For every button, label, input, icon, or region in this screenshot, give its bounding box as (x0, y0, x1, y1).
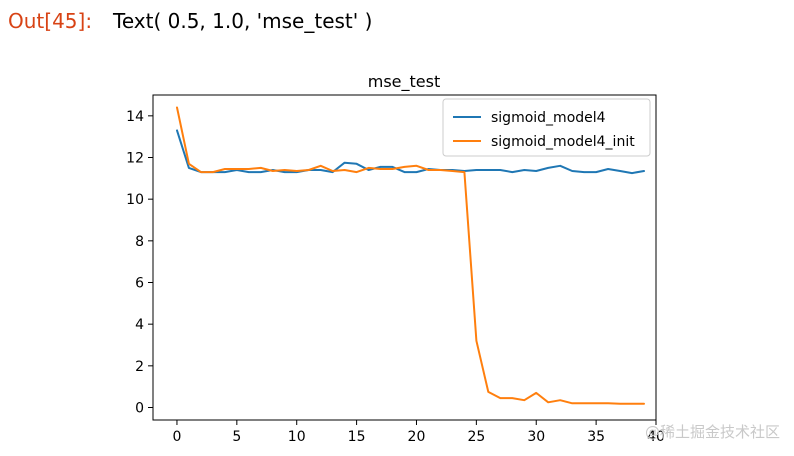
y-tick-label: 14 (126, 109, 144, 125)
legend-box (442, 98, 651, 157)
x-tick-label: 40 (647, 429, 665, 445)
y-tick-label: 12 (126, 151, 144, 167)
legend-label-1: sigmoid_model4_init (491, 134, 635, 150)
y-tick-label: 6 (135, 276, 144, 292)
y-tick-label: 0 (135, 401, 144, 417)
y-tick-label: 2 (135, 359, 144, 375)
x-tick-label: 20 (408, 429, 426, 445)
y-tick-label: 10 (126, 192, 144, 208)
output-cell: Out[45]: Text( 0.5, 1.0, 'mse_test' ) (8, 6, 372, 36)
output-prompt: Out[45]: (8, 9, 93, 33)
watermark: @稀土掘金技术社区 (644, 423, 780, 441)
axes-frame (152, 94, 657, 421)
legend-label-0: sigmoid_model4 (491, 110, 606, 126)
x-tick-label: 5 (232, 429, 241, 445)
legend: sigmoid_model4 sigmoid_model4_init (442, 98, 651, 157)
x-tick-label: 15 (348, 429, 366, 445)
y-tick-label: 8 (135, 234, 144, 250)
chart-title: mse_test (368, 72, 441, 92)
x-tick-label: 35 (587, 429, 605, 445)
x-tick-label: 10 (288, 429, 306, 445)
plot-area (176, 106, 645, 405)
series-line-0 (176, 129, 645, 175)
x-tick-label: 25 (467, 429, 485, 445)
series-line-1 (176, 106, 645, 405)
axes: 0 5 10 15 20 25 30 35 40 0 2 4 6 8 10 12 14 (126, 94, 665, 445)
x-tick-label: 30 (527, 429, 545, 445)
y-tick-label: 4 (135, 317, 144, 333)
output-text: Text( 0.5, 1.0, 'mse_test' ) (113, 9, 373, 33)
x-tick-label: 0 (172, 429, 181, 445)
